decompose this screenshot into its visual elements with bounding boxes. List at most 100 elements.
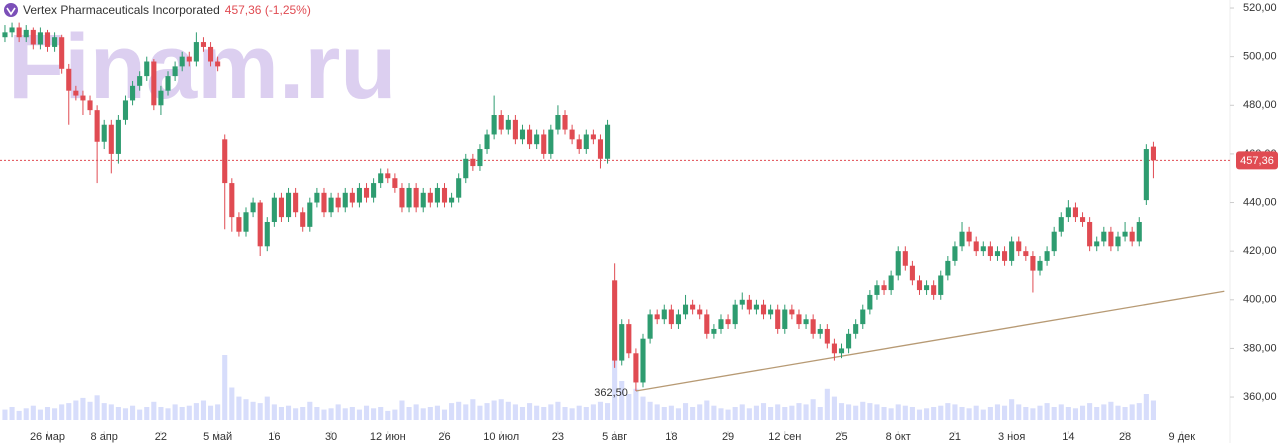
candle-body	[222, 139, 228, 184]
volume-bar	[449, 403, 455, 420]
volume-bar	[605, 403, 611, 420]
candle-body	[583, 134, 589, 150]
x-tick-label: 5 авг	[602, 431, 627, 443]
volume-bar	[959, 407, 965, 420]
volume-bar	[328, 408, 334, 420]
volume-bar	[945, 403, 951, 420]
volume-bar	[1115, 405, 1121, 420]
candle-body	[2, 32, 8, 38]
volume-bar	[2, 409, 8, 420]
candle-body	[704, 314, 710, 334]
candle-body	[860, 309, 866, 325]
volume-bar	[569, 408, 575, 420]
volume-bar	[441, 409, 448, 420]
candle-body	[605, 124, 611, 159]
volume-bar	[151, 401, 157, 420]
candle-body	[44, 32, 51, 47]
candle-body	[122, 100, 129, 120]
candle-body	[385, 173, 391, 179]
candle-body	[1030, 256, 1036, 271]
volume-bar	[704, 400, 710, 420]
x-tick-label: 10 июл	[483, 431, 519, 443]
volume-bar	[690, 407, 696, 420]
candle-body	[1136, 221, 1142, 242]
candle-body	[456, 178, 462, 198]
candle-body	[789, 309, 795, 315]
candle-body	[321, 192, 327, 213]
volume-bar	[505, 401, 511, 420]
x-tick-label: 30	[325, 431, 337, 443]
candle-body	[413, 187, 419, 208]
candle-body	[831, 343, 837, 354]
candle-body	[562, 115, 568, 130]
candle-body	[427, 192, 433, 203]
volume-bar	[342, 408, 348, 420]
candle-body	[271, 197, 277, 222]
volume-bar	[491, 400, 497, 420]
candle-body	[888, 275, 894, 291]
candle-body	[264, 221, 270, 247]
volume-bar	[1051, 407, 1057, 420]
volume-bar	[66, 403, 72, 420]
volume-bar	[1016, 404, 1022, 420]
volume-bar	[867, 403, 873, 420]
candle-body	[484, 134, 490, 150]
candle-body	[945, 260, 951, 276]
candle-body	[973, 241, 979, 252]
volume-bar	[1058, 404, 1064, 420]
candle-body	[1037, 260, 1043, 271]
volume-bar	[158, 407, 164, 420]
candle-body	[477, 149, 483, 167]
candle-body	[1065, 207, 1071, 218]
volume-bar	[371, 408, 377, 420]
volume-bar	[846, 404, 852, 420]
candle-body	[987, 246, 993, 257]
candle-body	[675, 314, 682, 325]
candle-body	[654, 314, 660, 320]
candle-body	[52, 37, 58, 47]
volume-bar	[548, 404, 554, 420]
volume-bar	[222, 355, 228, 420]
x-tick-label: 12 июн	[370, 431, 406, 443]
candle-body	[612, 280, 618, 361]
candle-body	[994, 251, 1001, 257]
candle-body	[1143, 149, 1149, 201]
volume-bar	[94, 395, 100, 420]
volume-bar	[1079, 405, 1086, 420]
candle-body	[817, 328, 823, 334]
x-tick-label: 8 апр	[91, 431, 118, 443]
volume-bar	[1065, 407, 1071, 420]
y-tick-label: 520,00	[1243, 2, 1277, 14]
volume-bar	[172, 404, 178, 420]
x-tick-label: 26 мар	[30, 431, 65, 443]
candle-body	[1087, 221, 1093, 247]
volume-bar	[271, 404, 277, 420]
volume-bar	[406, 407, 412, 420]
candle-body	[980, 246, 986, 252]
volume-bar	[527, 403, 533, 420]
candle-body	[569, 129, 575, 140]
candle-body	[661, 309, 667, 320]
volume-bar	[321, 409, 327, 420]
volume-bar	[477, 405, 483, 420]
candle-body	[881, 285, 887, 291]
candle-body	[250, 202, 256, 213]
candle-body	[909, 265, 915, 281]
volume-bar	[1009, 399, 1015, 420]
candle-body	[746, 299, 752, 310]
candle-body	[193, 42, 199, 62]
candle-body	[555, 115, 561, 130]
volume-bar	[1150, 400, 1156, 420]
candle-body	[668, 309, 674, 325]
volume-bar	[165, 408, 171, 420]
volume-bar	[796, 403, 802, 420]
volume-bar	[916, 409, 923, 420]
volume-bar	[541, 407, 547, 420]
y-tick-label: 440,00	[1243, 196, 1277, 208]
volume-bar	[888, 408, 894, 420]
candle-body	[938, 275, 944, 295]
company-icon-glyph	[6, 7, 16, 16]
volume-bar	[1044, 403, 1050, 420]
candle-body	[512, 119, 518, 140]
